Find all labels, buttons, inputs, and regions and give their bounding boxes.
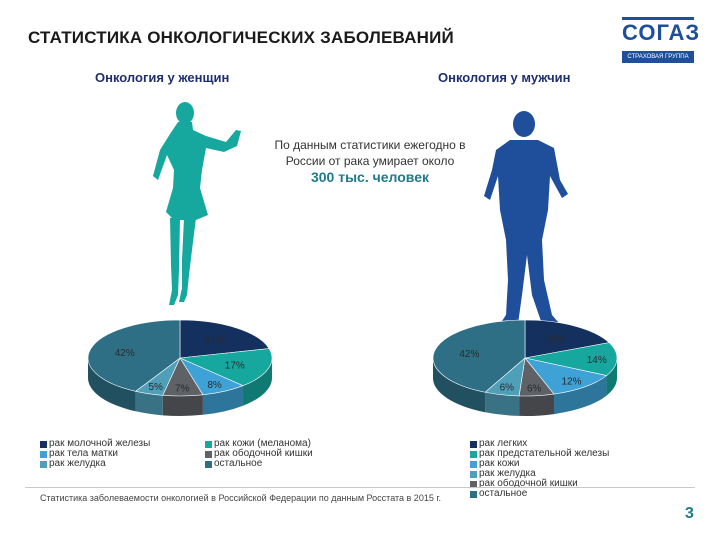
pie-men-label-2: 12% — [562, 377, 582, 388]
pie-men-side-3 — [519, 394, 554, 416]
men-legend-swatch — [470, 440, 477, 448]
women-legend-label: рак кожи (меланома) — [214, 438, 311, 449]
caption-line-1: По данным статистики ежегодно в — [274, 138, 466, 152]
pie-women-side-1 — [242, 358, 272, 406]
pie-men-side-5 — [433, 358, 486, 413]
men-legend-label: остальное — [479, 488, 528, 499]
pie-men-side-2 — [553, 375, 607, 415]
pie-men-side-4 — [485, 392, 520, 416]
women-legend-item: остальное — [205, 459, 313, 469]
women-legend-swatch — [205, 460, 212, 468]
men-legend-item: рак желудка — [470, 469, 609, 479]
women-legend-item: рак молочной железы — [40, 439, 150, 449]
women-legend-item: рак желудка — [40, 459, 150, 469]
men-section-title: Онкология у мужчин — [438, 70, 571, 85]
footnote: Статистика заболеваемости онкологией в Р… — [40, 493, 442, 503]
women-legend-swatch — [40, 450, 47, 458]
women-section-title: Онкология у женщин — [95, 70, 230, 85]
men-legend-swatch — [470, 480, 477, 488]
women-pie-chart: 21% 17%8% 7% 5% 42% — [87, 319, 273, 416]
footer-divider — [25, 487, 695, 488]
pie-men-slice-1 — [524, 342, 618, 376]
pie-men-label-1: 14% — [587, 355, 607, 366]
female-silhouette — [153, 102, 241, 305]
pie-men-label-4: 6% — [500, 383, 515, 394]
women-legend-item: рак ободочной кишки — [205, 449, 313, 459]
sogaz-logo: СОГАЗ СТРАХОВАЯ ГРУППА — [622, 17, 699, 63]
women-legend-label: рак желудка — [49, 458, 106, 469]
men-legend-item: остальное — [470, 489, 609, 499]
men-legend-item: рак предстательной железы — [470, 449, 609, 459]
men-legend-label: рак предстательной железы — [479, 448, 610, 459]
men-legend-item: рак легких — [470, 439, 609, 449]
men-legend-item: рак ободочной кишки — [470, 479, 609, 489]
men-legend-label: рак кожи — [479, 458, 520, 469]
women-legend-swatch — [40, 440, 47, 448]
page-title: СТАТИСТИКА ОНКОЛОГИЧЕСКИХ ЗАБОЛЕВАНИЙ — [28, 28, 454, 47]
men-legend-swatch — [470, 460, 477, 468]
women-legend-col-1: рак молочной железы рак тела матки рак жел… — [40, 439, 150, 469]
women-legend-swatch — [205, 440, 212, 448]
women-legend-label: остальное — [214, 458, 263, 469]
pie-women-label-3: 7% — [175, 384, 190, 395]
men-legend-label: рак легких — [479, 438, 528, 449]
pie-men-slice-2 — [524, 357, 608, 395]
pie-men-slice-5 — [432, 319, 526, 393]
men-legend-swatch — [470, 490, 477, 498]
pie-women-label-5: 42% — [115, 348, 135, 359]
men-legend: рак легких рак предстательной железы рак к… — [470, 439, 609, 499]
women-legend-label: рак ободочной кишки — [214, 448, 313, 459]
men-legend-swatch — [470, 450, 477, 458]
pie-women-label-4: 5% — [148, 382, 163, 393]
men-legend-item: рак кожи — [470, 459, 609, 469]
pie-women-side-2 — [202, 385, 243, 415]
caption-line-2: России от рака умирает около — [285, 154, 455, 168]
caption-highlight: 300 тыс. человек — [310, 169, 429, 185]
statistics-caption: По данным статистики ежегодно в России о… — [255, 137, 485, 185]
page-number: 3 — [685, 505, 694, 522]
logo-text: СОГАЗ — [622, 17, 699, 45]
women-legend-item: рак тела матки — [40, 449, 150, 459]
male-silhouette — [484, 111, 568, 324]
men-legend-label: рак ободочной кишки — [479, 478, 578, 489]
pie-women-slice-5 — [87, 319, 181, 392]
women-legend-col-2: рак кожи (меланома) рак ободочной кишки ос… — [205, 439, 313, 469]
men-legend-swatch — [470, 470, 477, 478]
women-legend-swatch — [40, 460, 47, 468]
pie-women-label-2: 8% — [207, 380, 222, 391]
men-legend-label: рак желудка — [479, 468, 536, 479]
pie-women-side-3 — [162, 394, 203, 416]
pie-men-label-5: 42% — [459, 349, 479, 360]
pie-women-slice-0 — [179, 319, 270, 359]
logo-subtitle: СТРАХОВАЯ ГРУППА — [622, 51, 694, 63]
pie-women-label-0: 21% — [205, 335, 225, 346]
pie-men-label-0: 18% — [546, 334, 566, 345]
men-pie-chart: 18% 14% 12% 6% 6% 42% — [432, 319, 618, 416]
pie-women-slice-1 — [178, 348, 273, 387]
pie-women-side-5 — [88, 358, 136, 412]
pie-men-slice-0 — [524, 319, 610, 359]
women-legend-label: рак молочной железы — [49, 438, 151, 449]
pie-women-label-1: 17% — [225, 361, 245, 372]
pie-women-side-4 — [135, 391, 163, 416]
women-legend-swatch — [205, 450, 212, 458]
pie-men-label-3: 6% — [527, 383, 542, 394]
women-legend-item: рак кожи (меланома) — [205, 439, 313, 449]
women-legend-label: рак тела матки — [49, 448, 118, 459]
